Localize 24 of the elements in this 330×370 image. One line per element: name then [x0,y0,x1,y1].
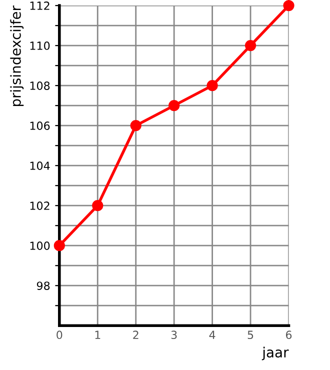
x-tick-label: 2 [133,330,138,339]
x-tick-label: 4 [209,330,216,339]
x-axis-title: jaar [262,346,289,360]
y-axis-title: prijsindexcijfer [10,6,24,106]
point [92,200,104,212]
point [244,40,256,52]
x-tick-label: 3 [171,330,177,340]
y-tick-label: 98 [36,282,50,290]
point [130,120,142,132]
y-tick-label: 104 [30,162,50,170]
point [206,80,218,92]
point [54,240,65,252]
x-tick-label: 6 [286,330,292,340]
point [168,100,180,112]
y-tick-label: 102 [30,202,50,210]
y-tick-label: 112 [30,2,50,10]
x-tick-label: 1 [95,330,100,339]
y-tick-label: 108 [30,82,50,90]
y-tick-label: 106 [30,122,50,130]
x-tick-label: 5 [248,330,254,340]
y-tick-label: 100 [30,242,50,250]
x-tick-label: 0 [56,330,62,340]
point [283,0,294,12]
y-tick-label: 110 [30,42,50,50]
